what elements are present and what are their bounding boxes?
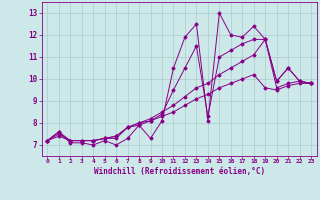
X-axis label: Windchill (Refroidissement éolien,°C): Windchill (Refroidissement éolien,°C) xyxy=(94,167,265,176)
